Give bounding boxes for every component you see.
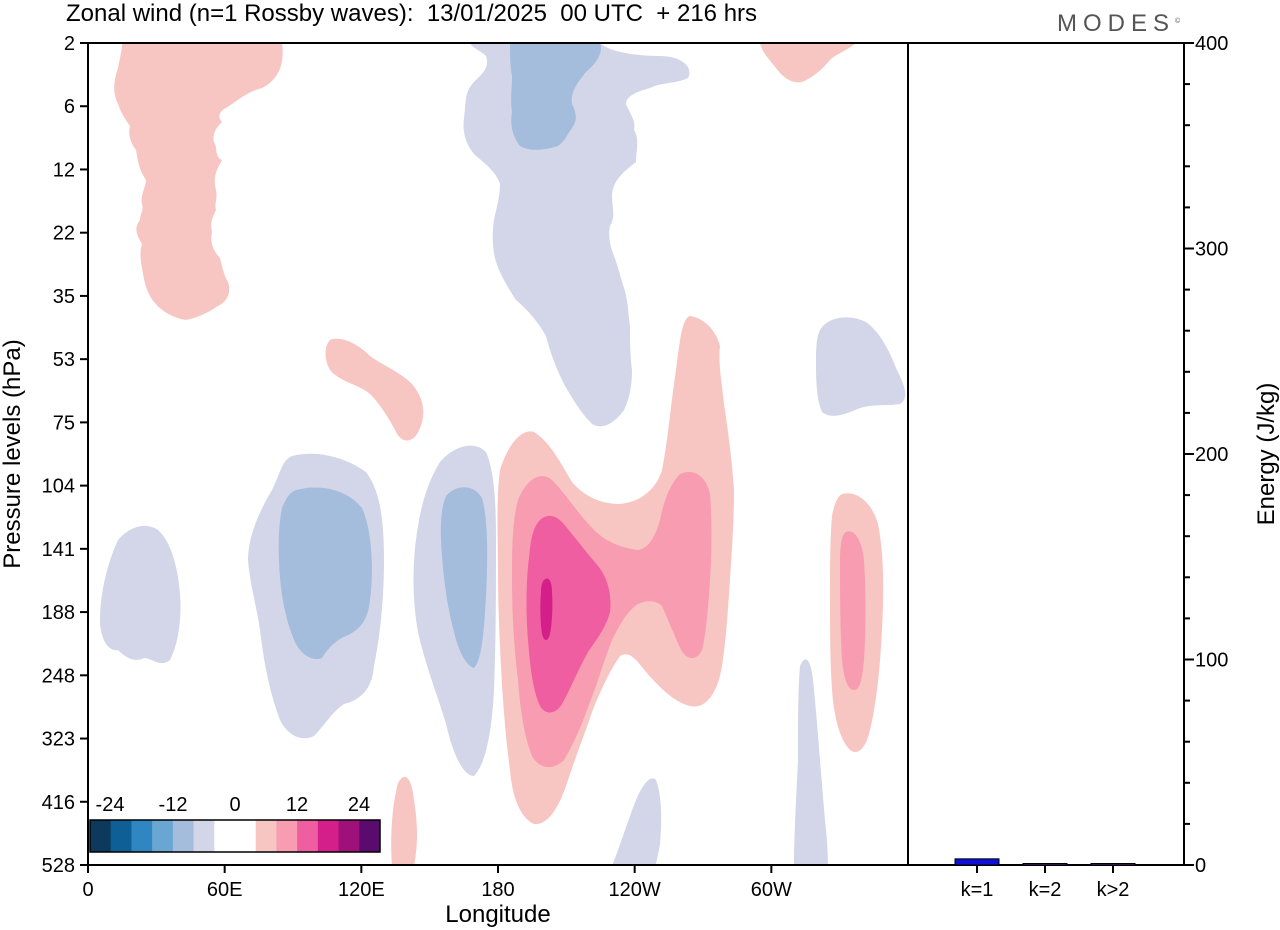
colorbar-swatch (90, 820, 112, 852)
colorbar-swatch (297, 820, 319, 852)
brand-mark: © (1175, 18, 1181, 25)
colorbar-swatch (110, 820, 132, 852)
brand-text: MODES (1057, 10, 1176, 37)
x-tick-label: 0 (82, 879, 93, 901)
colorbar-swatch (235, 820, 257, 852)
negative-contour-area (612, 778, 662, 865)
energy-tick-label: 100 (1195, 650, 1228, 672)
positive-contour-area (840, 531, 866, 690)
y-tick-label: 22 (53, 223, 75, 245)
bar-category-label: k=2 (1029, 879, 1062, 901)
energy-tick-label: 200 (1195, 444, 1228, 466)
positive-contour-area (325, 338, 424, 441)
y-tick-label: 141 (42, 539, 75, 561)
negative-contour-area (278, 487, 372, 660)
bar-category-label: k>2 (1097, 879, 1130, 901)
plot-frame (87, 42, 1185, 866)
colorbar-swatch (172, 820, 195, 852)
colorbar-tick-label: -12 (159, 794, 188, 816)
y-tick-label: 35 (53, 286, 75, 308)
colorbar-swatch (317, 820, 340, 852)
y-tick-label: 2 (64, 33, 75, 55)
negative-contour-area (510, 43, 602, 150)
energy-bar (1090, 863, 1136, 866)
colorbar-swatch (276, 820, 298, 852)
colorbar-frame (89, 819, 381, 853)
x-tick-label: 60E (207, 879, 243, 901)
colorbar-tick-label: -24 (96, 794, 125, 816)
x-tick-label: 120E (338, 879, 385, 901)
energy-bar (954, 858, 1000, 866)
energy-tick-label: 400 (1195, 33, 1228, 55)
positive-contour-area (540, 578, 553, 640)
energy-tick-label: 300 (1195, 239, 1228, 261)
energy-bars (954, 858, 1136, 866)
colorbar-swatch (255, 820, 277, 852)
pressure-axis: 2 6 12 22 35 53 75 104 141 188 248 323 416 528 (42, 33, 88, 877)
y-tick-label: 528 (42, 855, 75, 877)
x-tick-label: 120W (609, 879, 661, 901)
positive-contour-area (526, 515, 611, 713)
negative-contour-area (463, 43, 690, 427)
colorbar-swatch (152, 820, 174, 852)
y-tick-label: 188 (42, 602, 75, 624)
colorbar-tick-label: 0 (229, 794, 240, 816)
brand-logo: MODES© (1057, 10, 1180, 38)
wavenumber-labels: k=1 k=2 k>2 (961, 865, 1130, 901)
negative-contour-area (816, 317, 906, 416)
colorbar-swatch (131, 820, 153, 852)
bar-category-label: k=1 (961, 879, 994, 901)
colorbar-legend: -24 -12 0 12 24 (89, 794, 381, 853)
y-tick-label: 75 (53, 412, 75, 434)
energy-axis: 0 100 200 300 400 (1184, 33, 1228, 877)
positive-contour-area (760, 43, 856, 83)
y-tick-label: 104 (42, 476, 75, 498)
energy-bar (1022, 863, 1068, 866)
x-axis-title: Longitude (445, 901, 550, 928)
y-tick-label: 53 (53, 349, 75, 371)
negative-contour-area (440, 487, 488, 668)
chart-title: Zonal wind (n=1 Rossby waves): 13/01/202… (66, 0, 758, 27)
colorbar-tick-label: 24 (348, 794, 370, 816)
colorbar-swatch (193, 820, 215, 852)
y-tick-label: 416 (42, 792, 75, 814)
negative-contour-area (100, 525, 181, 664)
longitude-axis: 0 60E 120E 180 120W 60W (82, 865, 792, 901)
zonal-wind-field (100, 43, 906, 865)
x-tick-label: 180 (481, 879, 514, 901)
energy-axis-title: Energy (J/kg) (1253, 383, 1280, 526)
colorbar-swatch (338, 820, 360, 852)
positive-contour-area (391, 776, 417, 865)
y-tick-label: 323 (42, 729, 75, 751)
y-tick-label: 248 (42, 665, 75, 687)
y-axis-title: Pressure levels (hPa) (0, 339, 26, 568)
x-tick-label: 60W (751, 879, 792, 901)
positive-contour-area (114, 43, 283, 320)
negative-contour-area (794, 659, 828, 865)
energy-tick-label: 0 (1195, 855, 1206, 877)
y-tick-label: 12 (53, 159, 75, 181)
colorbar-swatch (359, 820, 381, 852)
y-tick-label: 6 (64, 96, 75, 118)
colorbar-tick-label: 12 (286, 794, 308, 816)
colorbar-swatch (214, 820, 236, 852)
